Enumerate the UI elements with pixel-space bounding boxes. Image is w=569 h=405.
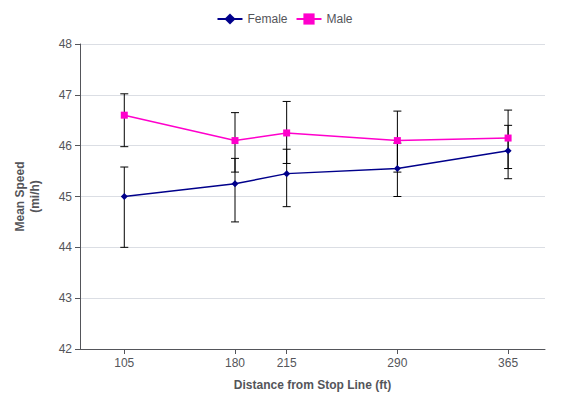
svg-text:365: 365 xyxy=(498,356,518,370)
svg-text:42: 42 xyxy=(59,342,73,356)
svg-text:(mi/h): (mi/h) xyxy=(28,180,42,213)
svg-text:Male: Male xyxy=(327,12,353,26)
svg-text:Female: Female xyxy=(247,12,287,26)
svg-text:215: 215 xyxy=(277,356,297,370)
svg-text:Mean Speed: Mean Speed xyxy=(13,161,27,231)
svg-text:290: 290 xyxy=(387,356,407,370)
svg-text:47: 47 xyxy=(59,88,73,102)
svg-text:43: 43 xyxy=(59,291,73,305)
svg-text:105: 105 xyxy=(114,356,134,370)
svg-text:48: 48 xyxy=(59,37,73,51)
svg-text:44: 44 xyxy=(59,240,73,254)
svg-text:180: 180 xyxy=(225,356,245,370)
svg-text:Distance from Stop Line (ft): Distance from Stop Line (ft) xyxy=(234,378,391,392)
svg-text:45: 45 xyxy=(59,190,73,204)
svg-text:46: 46 xyxy=(59,139,73,153)
